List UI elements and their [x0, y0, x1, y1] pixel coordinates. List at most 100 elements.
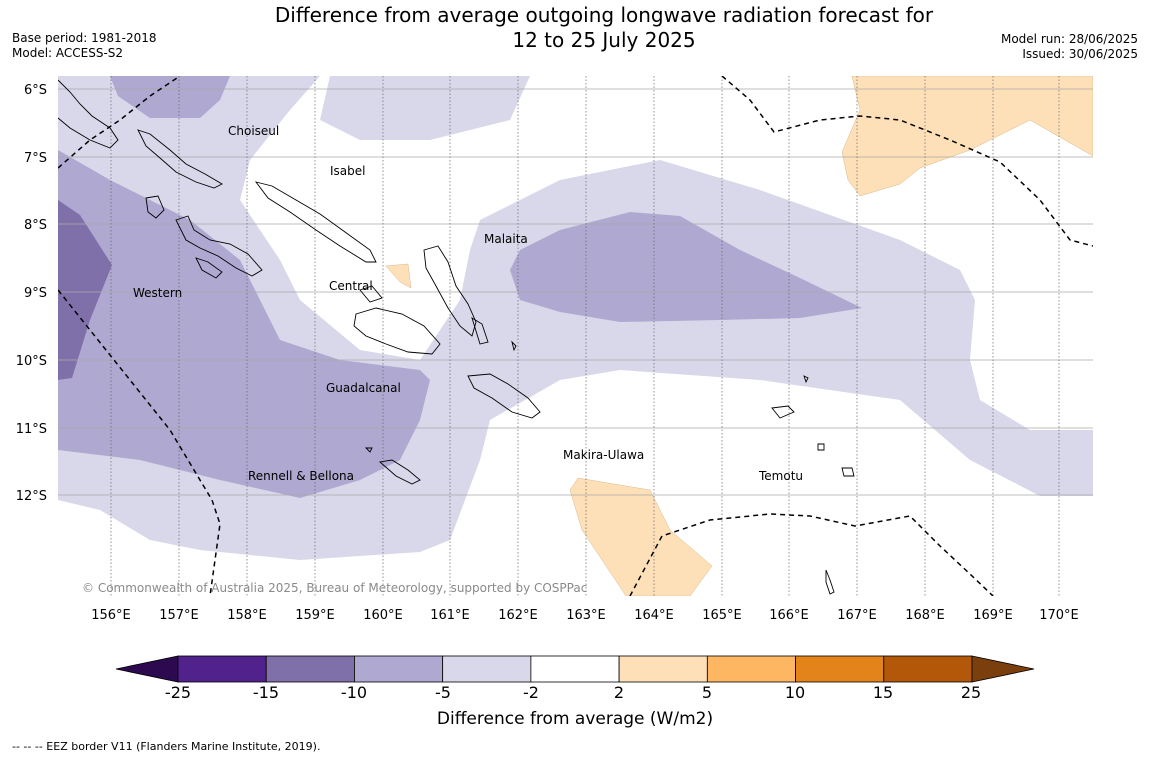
- colorbar-tick-label: -15: [252, 683, 280, 702]
- lon-label: 163°E: [566, 608, 606, 623]
- colorbar-segments: [177, 655, 973, 683]
- coastline-ulawa: [511, 340, 517, 352]
- label-central: Central: [329, 279, 373, 293]
- coastline-choiseul: [137, 129, 223, 189]
- lon-label: 169°E: [973, 608, 1013, 623]
- coastline-utupua: [817, 443, 825, 451]
- coastline-reef-islands: [803, 375, 809, 384]
- lon-label: 162°E: [498, 608, 538, 623]
- run-info: Model run: 28/06/2025 Issued: 30/06/2025: [1001, 32, 1138, 62]
- colorbar-segment: [265, 655, 355, 683]
- copyright-notice: © Commonwealth of Australia 2025, Bureau…: [82, 581, 587, 595]
- coastline-tikopia: [825, 569, 835, 595]
- model-name: Model: ACCESS-S2: [12, 46, 124, 60]
- label-guadalcanal: Guadalcanal: [326, 381, 401, 395]
- coastline-malaita: [423, 245, 477, 337]
- label-isabel: Isabel: [330, 164, 365, 178]
- lon-label: 166°E: [769, 608, 809, 623]
- coastline-small-malaita: [471, 317, 489, 345]
- model-info: Base period: 1981-2018 Model: ACCESS-S2: [12, 31, 157, 61]
- anomaly-band-minus10-east: [510, 212, 862, 322]
- anomaly-band-plus2-northeast: [841, 76, 1093, 197]
- lon-label: 165°E: [702, 608, 742, 623]
- anomaly-band-minus10-north: [110, 76, 230, 118]
- lon-label: 170°E: [1039, 608, 1079, 623]
- colorbar-tick-label: -5: [435, 683, 451, 702]
- colorbar-over-extension: [971, 655, 1035, 683]
- longitude-labels: 156°E 157°E 158°E 159°E 160°E 161°E 162°…: [91, 608, 1079, 623]
- chart-title: Difference from average outgoing longwav…: [0, 3, 1150, 53]
- colorbar-tick-label: 10: [784, 683, 806, 702]
- lon-label: 168°E: [905, 608, 945, 623]
- region-labels: Choiseul Isabel Malaita Western Central …: [133, 124, 803, 483]
- lon-label: 167°E: [837, 608, 877, 623]
- anomaly-band-top-left-minus5: [320, 76, 530, 140]
- latitude-gridlines: [58, 88, 1093, 496]
- eez-border-northwest: [58, 76, 181, 169]
- coastlines: [58, 79, 855, 595]
- colorbar-segment: [442, 655, 532, 683]
- colorbar-segment: [795, 655, 885, 683]
- coastline-bougainville: [58, 79, 119, 149]
- coastline-rendova: [195, 257, 223, 279]
- lon-label: 159°E: [295, 608, 335, 623]
- map-area: Choiseul Isabel Malaita Western Central …: [58, 76, 1093, 596]
- label-makira-ulawa: Makira-Ulawa: [563, 448, 644, 462]
- label-western: Western: [133, 286, 182, 300]
- lon-label: 158°E: [227, 608, 267, 623]
- colorbar-segment: [354, 655, 444, 683]
- coastline-bellona: [364, 447, 373, 453]
- colorbar-tick-label: 2: [613, 683, 625, 702]
- colorbar-tick-label: -25: [164, 683, 192, 702]
- coastline-santa-cruz: [771, 405, 795, 419]
- coastline-isabel: [254, 181, 377, 263]
- coastline-florida: [359, 285, 383, 303]
- colorbar-tick-label: -2: [523, 683, 539, 702]
- coastline-guadalcanal: [353, 307, 441, 355]
- label-rennell-bellona: Rennell & Bellona: [248, 469, 354, 483]
- eez-border-south: [629, 513, 994, 596]
- label-choiseul: Choiseul: [228, 124, 279, 138]
- coastline-vella: [145, 195, 165, 219]
- colorbar-tick-label: -10: [340, 683, 368, 702]
- longitude-gridlines: [110, 76, 1060, 596]
- coastline-rennell: [378, 459, 421, 485]
- issued-date: Issued: 30/06/2025: [1022, 47, 1138, 61]
- lon-label: 164°E: [634, 608, 674, 623]
- colorbar-segment: [530, 655, 620, 683]
- colorbar-title: Difference from average (W/m2): [436, 709, 714, 729]
- anomaly-band-plus2-small: [385, 263, 412, 289]
- lat-label: 8°S: [24, 218, 47, 233]
- coastline-makira: [467, 373, 541, 419]
- lat-label: 10°S: [16, 354, 47, 369]
- colorbar-segment: [883, 655, 973, 683]
- lon-label: 156°E: [91, 608, 131, 623]
- colorbar-segment: [618, 655, 708, 683]
- lat-label: 12°S: [16, 489, 47, 504]
- colorbar: [115, 655, 1035, 683]
- anomaly-band-minus10-west: [58, 150, 430, 498]
- colorbar-segment: [706, 655, 796, 683]
- latitude-labels: 6°S 7°S 8°S 9°S 10°S 11°S 12°S: [16, 83, 47, 504]
- eez-border-west: [58, 289, 221, 596]
- label-temotu: Temotu: [758, 469, 803, 483]
- base-period: Base period: 1981-2018: [12, 31, 157, 45]
- coastline-vanikoro: [841, 467, 855, 477]
- coastline-new-georgia: [175, 215, 263, 277]
- colorbar-tick-label: 25: [960, 683, 982, 702]
- label-malaita: Malaita: [484, 232, 528, 246]
- title-line-1: Difference from average outgoing longwav…: [274, 3, 934, 27]
- lat-label: 9°S: [24, 286, 47, 301]
- eez-border-north: [721, 76, 1093, 247]
- anomaly-band-plus2-south: [569, 477, 713, 596]
- lon-label: 157°E: [159, 608, 199, 623]
- lon-label: 160°E: [363, 608, 403, 623]
- colorbar-under-extension: [115, 655, 179, 683]
- lon-label: 161°E: [430, 608, 470, 623]
- lat-label: 6°S: [24, 83, 47, 98]
- lat-label: 11°S: [16, 422, 47, 437]
- anomaly-band-minus15: [58, 200, 112, 380]
- colorbar-tick-label: 15: [872, 683, 894, 702]
- lat-label: 7°S: [24, 151, 47, 166]
